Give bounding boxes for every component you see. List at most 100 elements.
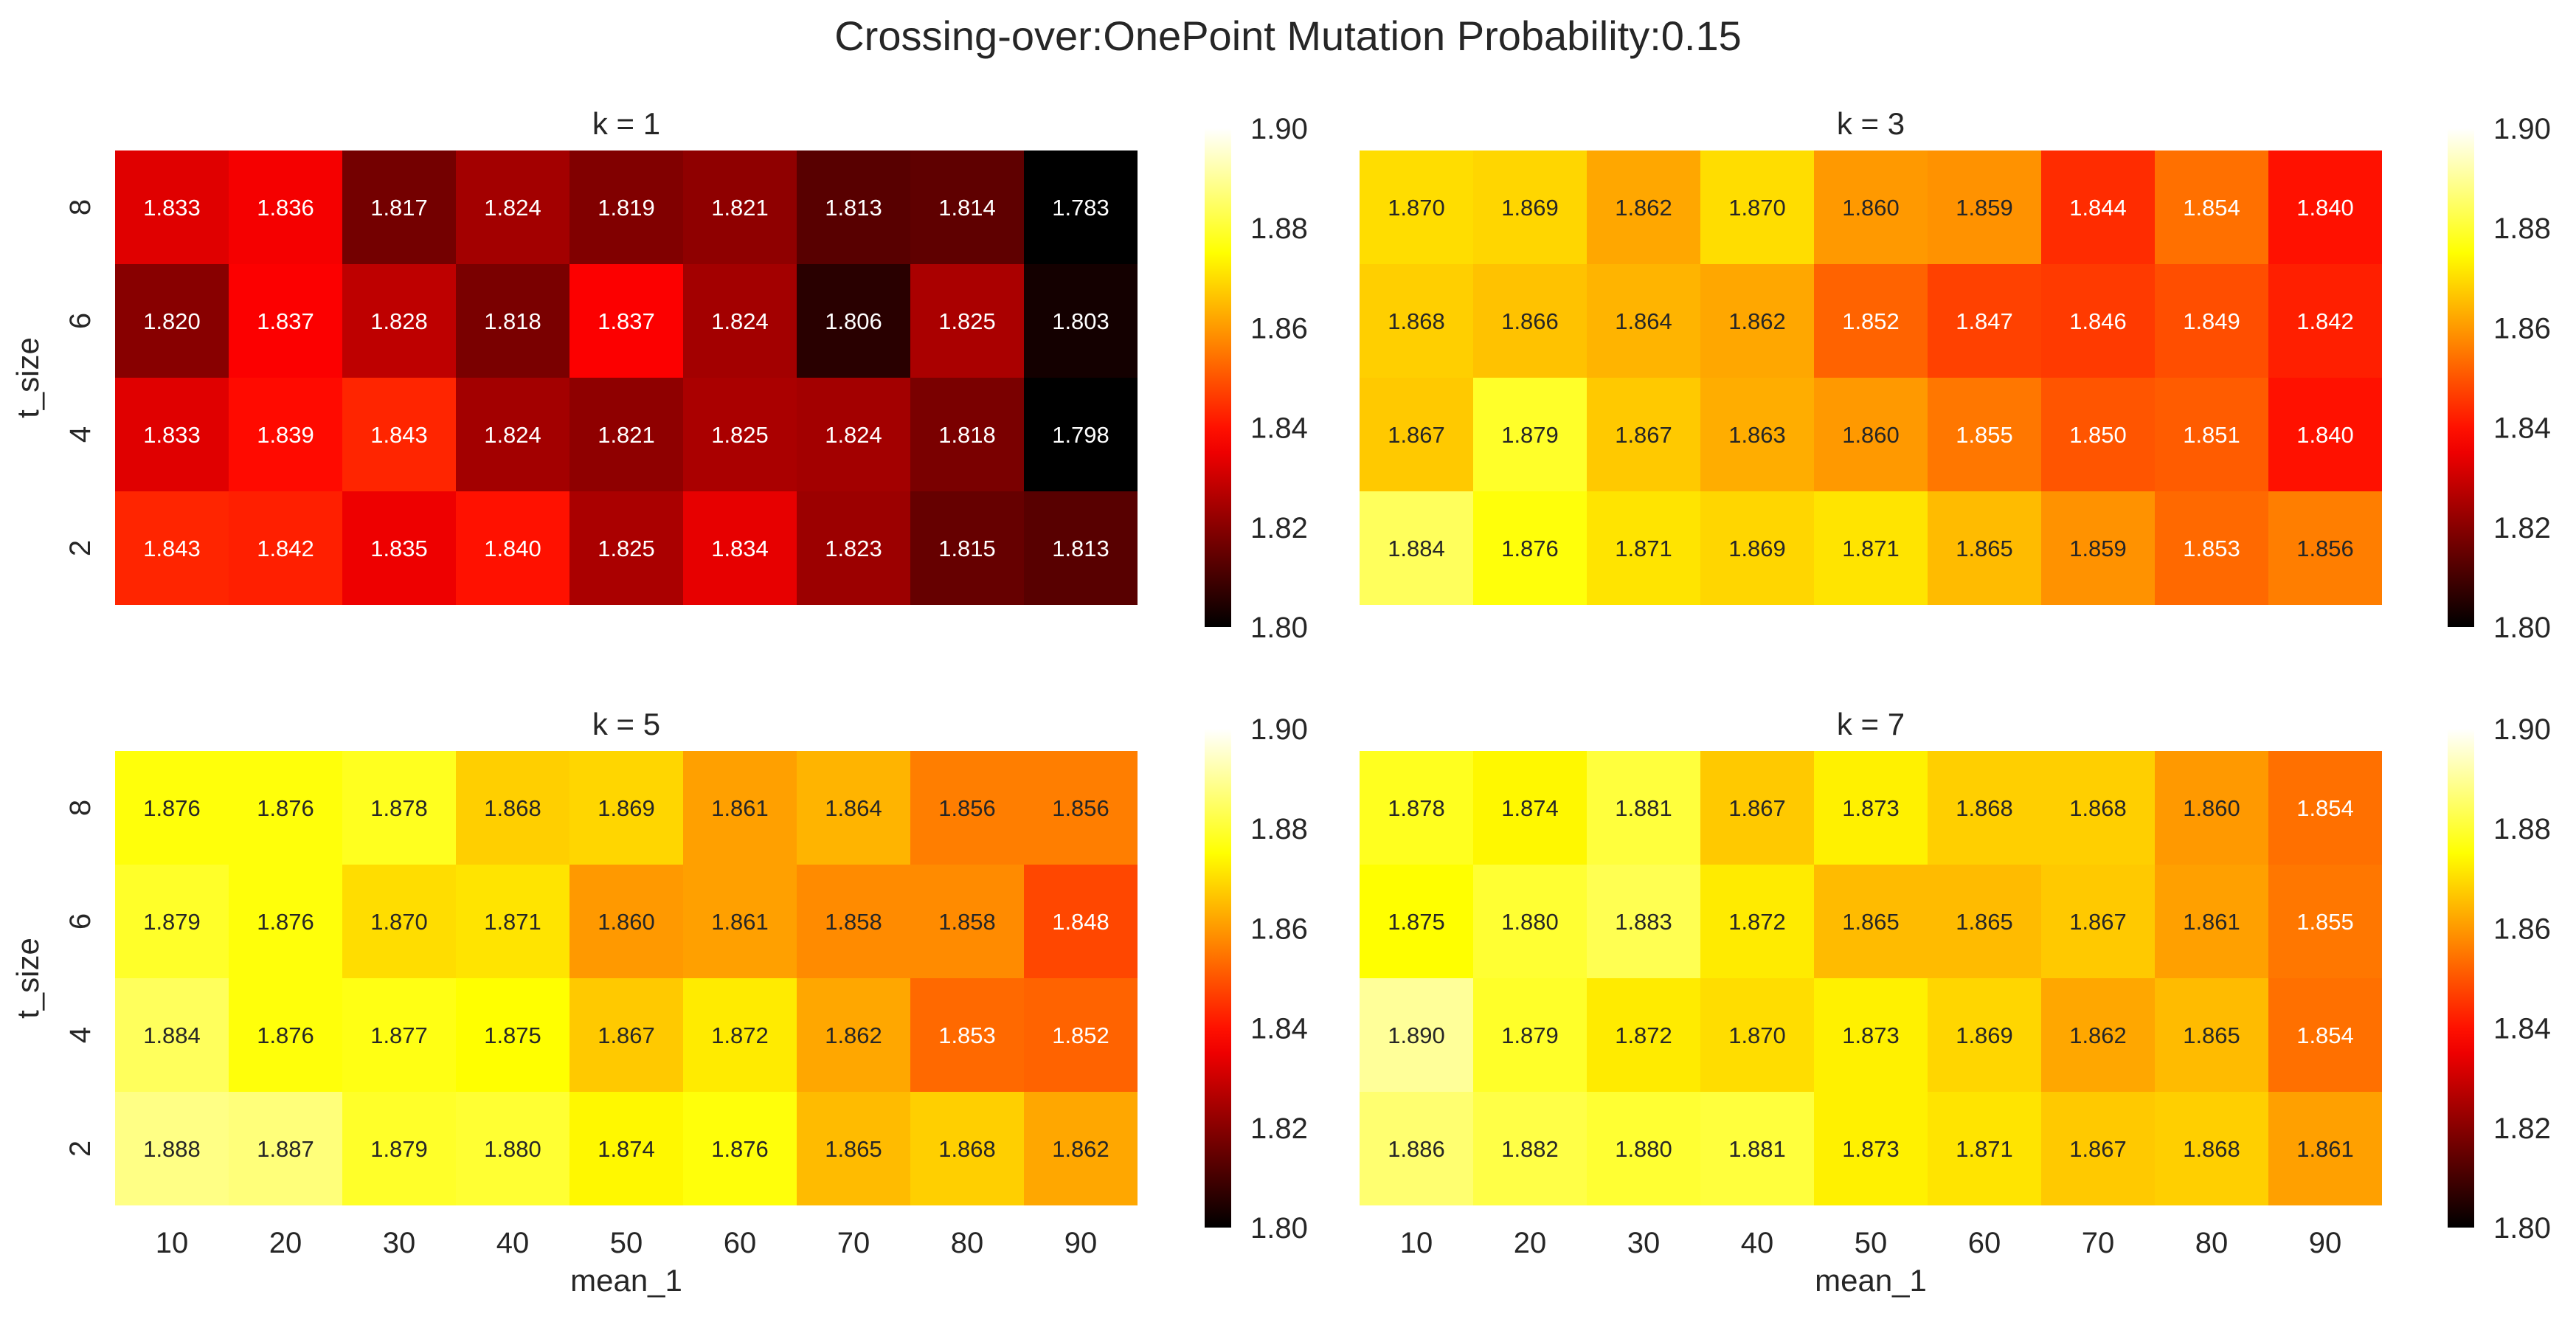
colorbar <box>1205 729 1231 1228</box>
y-tick-label: 4 <box>64 1027 97 1043</box>
heatmap-cell <box>342 264 456 378</box>
heatmap-cell <box>569 865 683 978</box>
cell-value-label: 1.886 <box>1388 1136 1445 1162</box>
cell-value-label: 1.858 <box>938 909 996 935</box>
cell-value-label: 1.880 <box>1615 1136 1672 1162</box>
heatmap-cell <box>910 150 1024 264</box>
cell-value-label: 1.862 <box>1728 308 1786 334</box>
cell-value-label: 1.877 <box>370 1022 428 1048</box>
heatmap-cell <box>683 378 797 491</box>
colorbar-tick-label: 1.84 <box>1250 412 1308 445</box>
y-tick-label: 2 <box>64 540 97 556</box>
heatmap-cell <box>456 865 569 978</box>
cell-value-label: 1.880 <box>484 1136 541 1162</box>
x-tick-label: 30 <box>1627 1227 1661 1259</box>
colorbar-tick-label: 1.90 <box>2493 713 2551 746</box>
heatmap-cell <box>2268 1092 2382 1205</box>
cell-value-label: 1.870 <box>1728 1022 1786 1048</box>
heatmap-cell <box>1473 378 1587 491</box>
cell-value-label: 1.836 <box>257 195 314 221</box>
colorbar-tick-label: 1.84 <box>2493 412 2551 445</box>
cell-value-label: 1.818 <box>484 308 541 334</box>
panel-title: k = 3 <box>1837 106 1905 141</box>
cell-value-label: 1.864 <box>825 795 882 821</box>
x-tick-label: 60 <box>724 1227 757 1259</box>
x-tick-label: 60 <box>1968 1227 2001 1259</box>
cell-value-label: 1.876 <box>1501 536 1559 561</box>
colorbar-tick-label: 1.82 <box>1250 1112 1308 1145</box>
y-axis-label: t_size <box>10 938 45 1019</box>
heatmap-cell <box>115 378 229 491</box>
heatmap-cell <box>569 264 683 378</box>
cell-value-label: 1.871 <box>484 909 541 935</box>
heatmap-cell <box>1814 751 1928 865</box>
heatmap-cell <box>2155 378 2268 491</box>
heatmap-cell <box>1024 491 1138 605</box>
colorbar-tick-label: 1.82 <box>2493 1112 2551 1145</box>
colorbar-tick-label: 1.80 <box>1250 1212 1308 1245</box>
cell-value-label: 1.798 <box>1052 422 1109 448</box>
cell-value-label: 1.860 <box>598 909 655 935</box>
cell-value-label: 1.879 <box>1501 422 1559 448</box>
heatmap-cell <box>2268 978 2382 1092</box>
heatmap-cell <box>1473 491 1587 605</box>
heatmap-cell <box>910 264 1024 378</box>
heatmap-cell <box>1928 491 2041 605</box>
cell-value-label: 1.839 <box>257 422 314 448</box>
cell-value-label: 1.853 <box>2183 536 2240 561</box>
cell-value-label: 1.783 <box>1052 195 1109 221</box>
cell-value-label: 1.856 <box>1052 795 1109 821</box>
cell-value-label: 1.803 <box>1052 308 1109 334</box>
x-tick-label: 50 <box>1855 1227 1888 1259</box>
colorbar-tick-label: 1.80 <box>2493 1212 2551 1245</box>
heatmap-cell <box>2268 491 2382 605</box>
heatmap-cell <box>910 1092 1024 1205</box>
heatmap-cell <box>910 491 1024 605</box>
cell-value-label: 1.823 <box>825 536 882 561</box>
cell-value-label: 1.856 <box>938 795 996 821</box>
cell-value-label: 1.870 <box>370 909 428 935</box>
heatmap-cell <box>2041 751 2155 865</box>
colorbar-tick-label: 1.90 <box>1250 713 1308 746</box>
colorbar-tick-label: 1.90 <box>2493 113 2551 145</box>
heatmap-cell <box>797 751 910 865</box>
cell-value-label: 1.873 <box>1842 1022 1900 1048</box>
heatmap-cell <box>342 150 456 264</box>
cell-value-label: 1.861 <box>2183 909 2240 935</box>
heatmap-cell <box>1360 491 1473 605</box>
x-tick-label: 40 <box>1741 1227 1774 1259</box>
heatmap-cell <box>797 865 910 978</box>
cell-value-label: 1.868 <box>1956 795 2013 821</box>
heatmap-cell <box>1360 264 1473 378</box>
cell-value-label: 1.824 <box>484 195 541 221</box>
colorbar <box>2448 729 2474 1228</box>
cell-value-label: 1.867 <box>1615 422 1672 448</box>
heatmap-cell <box>2155 1092 2268 1205</box>
cell-value-label: 1.876 <box>257 909 314 935</box>
colorbar <box>2448 128 2474 627</box>
cell-value-label: 1.887 <box>257 1136 314 1162</box>
cell-value-label: 1.866 <box>1501 308 1559 334</box>
heatmap-cell <box>1024 865 1138 978</box>
heatmap-cell <box>683 1092 797 1205</box>
heatmap-cell <box>1587 1092 1700 1205</box>
cell-value-label: 1.873 <box>1842 795 1900 821</box>
heatmap-cell <box>797 1092 910 1205</box>
cell-value-label: 1.824 <box>711 308 769 334</box>
heatmap-cell <box>1473 264 1587 378</box>
heatmap-cell <box>910 978 1024 1092</box>
cell-value-label: 1.815 <box>938 536 996 561</box>
colorbar-tick-label: 1.86 <box>2493 913 2551 945</box>
cell-value-label: 1.868 <box>1388 308 1445 334</box>
cell-value-label: 1.875 <box>484 1022 541 1048</box>
heatmap-cell <box>1587 751 1700 865</box>
cell-value-label: 1.852 <box>1052 1022 1109 1048</box>
cell-value-label: 1.864 <box>1615 308 1672 334</box>
cell-value-label: 1.859 <box>1956 195 2013 221</box>
heatmap-cell <box>1587 150 1700 264</box>
cell-value-label: 1.849 <box>2183 308 2240 334</box>
heatmap-cell <box>1700 751 1814 865</box>
heatmap-cell <box>683 865 797 978</box>
colorbar-tick-label: 1.86 <box>2493 312 2551 345</box>
cell-value-label: 1.844 <box>2069 195 2127 221</box>
